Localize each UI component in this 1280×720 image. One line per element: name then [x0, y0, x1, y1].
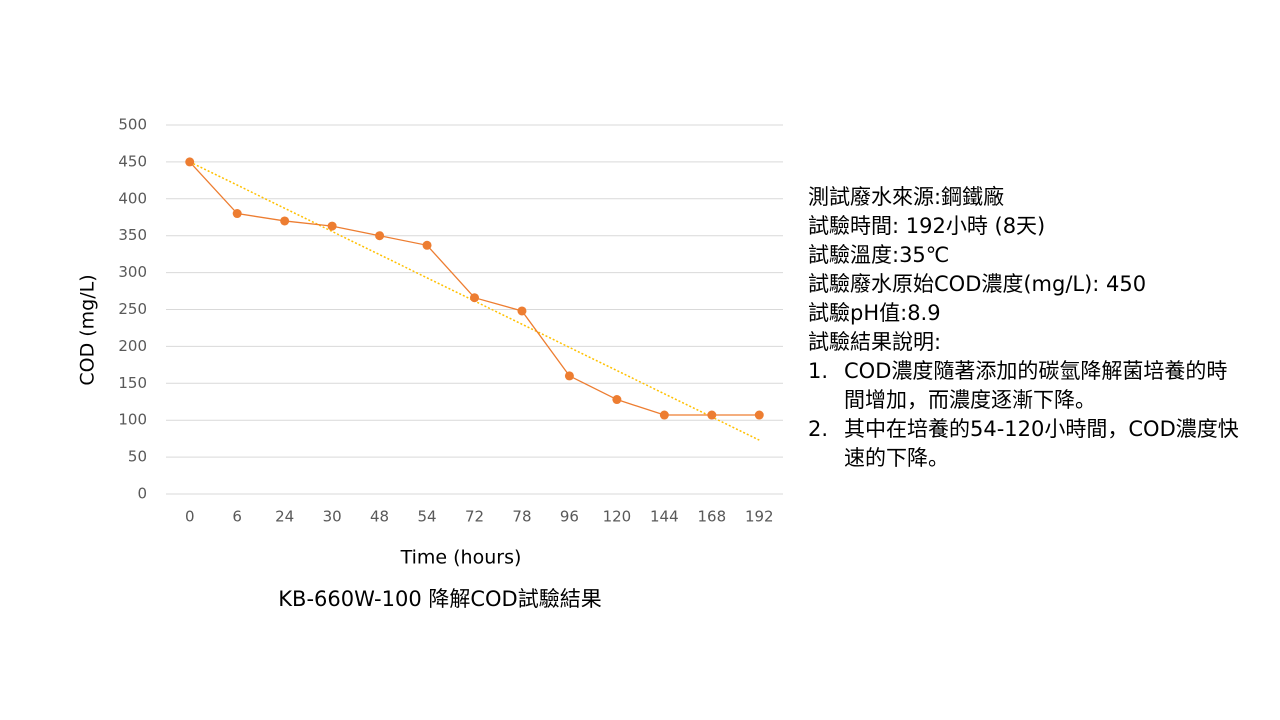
data-point [470, 293, 479, 303]
series-line [189, 161, 760, 416]
x-tick-label: 144 [650, 508, 679, 526]
data-point [375, 231, 385, 241]
item-text: COD濃度隨著添加的碳氫降解菌培養的時間增加，而濃度逐漸下降。 [844, 359, 1228, 412]
notes: 測試廢水來源:鋼鐵廠試驗時間: 192小時 (8天) 試驗溫度:35℃ 試驗廢水原始… [808, 183, 1248, 473]
item-number: 1. [808, 359, 829, 383]
data-point [185, 157, 195, 167]
y-tick-label: 300 [118, 263, 147, 281]
x-tick-label: 120 [603, 508, 632, 526]
x-tick-label: 30 [323, 508, 342, 526]
x-tick-label: 96 [560, 508, 579, 526]
note-line: 試驗溫度:35℃ [808, 243, 950, 267]
note-line: 試驗結果說明: [808, 330, 942, 354]
data-point [280, 216, 290, 226]
y-tick-label: 500 [118, 116, 147, 134]
x-tick-label: 54 [417, 508, 436, 526]
data-point [659, 410, 669, 420]
item-number: 2. [808, 417, 829, 441]
y-axis-label: COD (mg/L) [77, 274, 99, 385]
note-line: 試驗廢水原始COD濃度(mg/L): 450 [808, 272, 1147, 296]
note-item: 2. 其中在培養的54-120小時間，COD濃度快速的下降。 [808, 415, 1248, 473]
data-point [232, 209, 242, 219]
data-point [422, 240, 432, 250]
y-tick-label: 350 [118, 226, 147, 244]
x-tick-label: 192 [745, 508, 774, 526]
x-tick-label: 78 [512, 508, 531, 526]
x-tick-label: 48 [370, 508, 389, 526]
data-point [517, 306, 527, 316]
y-tick-label: 400 [118, 189, 147, 207]
note-line: 試驗pH值:8.9 [808, 301, 941, 325]
y-tick-label: 150 [118, 374, 147, 392]
note-line: 試驗時間: 192小時 (8天) [808, 214, 1046, 238]
note-line: 測試廢水來源:鋼鐵廠 [808, 185, 1005, 209]
y-tick-label: 100 [118, 411, 147, 429]
data-point [754, 410, 764, 420]
item-text: 其中在培養的54-120小時間，COD濃度快速的下降。 [844, 417, 1239, 470]
y-tick-label: 250 [118, 300, 147, 318]
x-axis-label: Time (hours) [400, 547, 522, 569]
chart: KB-660W-100 降解COD試驗結果 Time (hours) COD (… [77, 116, 783, 611]
y-tick-label: 50 [128, 448, 147, 466]
y-tick-label: 450 [118, 152, 147, 170]
x-tick-label: 0 [185, 508, 195, 526]
x-tick-label: 24 [275, 508, 294, 526]
data-point [327, 221, 337, 231]
data-point [707, 410, 717, 420]
chart-title: KB-660W-100 降解COD試驗結果 [278, 587, 601, 611]
data-point [564, 371, 574, 381]
y-tick-label: 0 [137, 485, 147, 503]
x-tick-label: 72 [465, 508, 484, 526]
data-point [612, 395, 622, 405]
x-tick-label: 6 [232, 508, 242, 526]
y-tick-label: 200 [118, 337, 147, 355]
x-tick-label: 168 [697, 508, 726, 526]
note-item: 1. COD濃度隨著添加的碳氫降解菌培養的時間增加，而濃度逐漸下降。 [808, 357, 1248, 415]
